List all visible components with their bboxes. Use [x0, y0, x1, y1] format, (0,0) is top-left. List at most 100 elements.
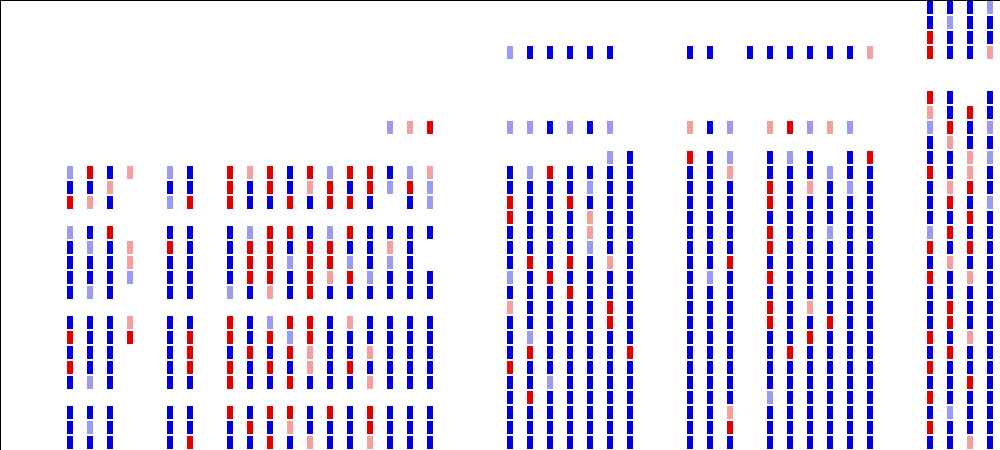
heatmap-cell [7, 121, 13, 134]
heatmap-cell [267, 256, 273, 269]
heatmap-cell [147, 316, 153, 329]
heatmap-cell [587, 436, 593, 449]
heatmap-cell [327, 181, 333, 194]
heatmap-cell [727, 316, 733, 329]
heatmap-cell [727, 196, 733, 209]
heatmap-cell [707, 106, 713, 119]
heatmap-cell [507, 196, 513, 209]
heatmap-cell [567, 331, 573, 344]
heatmap-cell [467, 121, 473, 134]
heatmap-cell [867, 211, 873, 224]
heatmap-cell [227, 106, 233, 119]
heatmap-cell [267, 61, 273, 74]
heatmap-cell [887, 316, 893, 329]
heatmap-cell [887, 91, 893, 104]
heatmap-cell [227, 196, 233, 209]
heatmap-cell [887, 241, 893, 254]
heatmap-cell [327, 301, 333, 314]
heatmap-cell [947, 241, 953, 254]
heatmap-cell [327, 406, 333, 419]
heatmap-cell [707, 256, 713, 269]
heatmap-cell [7, 106, 13, 119]
heatmap-cell [527, 421, 533, 434]
heatmap-cell [727, 301, 733, 314]
heatmap-cell [927, 166, 933, 179]
heatmap-cell [547, 301, 553, 314]
heatmap-cell [47, 166, 53, 179]
heatmap-cell [27, 406, 33, 419]
heatmap-cell [707, 16, 713, 29]
heatmap-cell [367, 136, 373, 149]
heatmap-cell [667, 391, 673, 404]
heatmap-cell [747, 91, 753, 104]
heatmap-cell [387, 241, 393, 254]
heatmap-cell [587, 286, 593, 299]
heatmap-cell [347, 211, 353, 224]
heatmap-cell [207, 181, 213, 194]
heatmap-cell [867, 16, 873, 29]
heatmap-cell [227, 91, 233, 104]
heatmap-cell [867, 361, 873, 374]
heatmap-cell [187, 181, 193, 194]
heatmap-cell [207, 391, 213, 404]
heatmap-cell [467, 301, 473, 314]
heatmap-cell [147, 196, 153, 209]
heatmap-cell [7, 271, 13, 284]
heatmap-cell [947, 226, 953, 239]
heatmap-cell [87, 271, 93, 284]
heatmap-cell [87, 241, 93, 254]
heatmap-cell [887, 76, 893, 89]
heatmap-cell [47, 376, 53, 389]
heatmap-cell [847, 406, 853, 419]
heatmap-cell [327, 106, 333, 119]
heatmap-cell [307, 331, 313, 344]
heatmap-cell [967, 196, 973, 209]
heatmap-cell [747, 316, 753, 329]
heatmap-cell [387, 301, 393, 314]
heatmap-cell [287, 106, 293, 119]
heatmap-cell [607, 406, 613, 419]
heatmap-cell [487, 1, 493, 14]
heatmap-cell [387, 406, 393, 419]
heatmap-cell [7, 136, 13, 149]
heatmap-cell [867, 316, 873, 329]
heatmap-cell [487, 316, 493, 329]
heatmap-cell [447, 76, 453, 89]
heatmap-cell [947, 121, 953, 134]
heatmap-cell [267, 421, 273, 434]
heatmap-cell [947, 1, 953, 14]
heatmap-cell [807, 181, 813, 194]
heatmap-cell [687, 406, 693, 419]
heatmap-cell [407, 376, 413, 389]
heatmap-cell [747, 271, 753, 284]
heatmap-cell [807, 151, 813, 164]
heatmap-cell [967, 121, 973, 134]
heatmap-cell [667, 121, 673, 134]
heatmap-cell [307, 241, 313, 254]
heatmap-cell [747, 106, 753, 119]
heatmap-cell [147, 121, 153, 134]
heatmap-cell [127, 76, 133, 89]
heatmap-cell [247, 136, 253, 149]
heatmap-cell [867, 76, 873, 89]
heatmap-cell [247, 301, 253, 314]
heatmap-cell [207, 271, 213, 284]
heatmap-cell [887, 166, 893, 179]
heatmap-cell [767, 211, 773, 224]
heatmap-cell [567, 46, 573, 59]
heatmap-cell [7, 241, 13, 254]
heatmap-cell [227, 211, 233, 224]
heatmap-cell [667, 376, 673, 389]
heatmap-cell [867, 106, 873, 119]
heatmap-cell [947, 76, 953, 89]
heatmap-cell [427, 331, 433, 344]
heatmap-cell [627, 106, 633, 119]
heatmap-cell [307, 436, 313, 449]
heatmap-cell [927, 46, 933, 59]
heatmap-cell [947, 361, 953, 374]
heatmap-cell [887, 376, 893, 389]
heatmap-cell [527, 121, 533, 134]
heatmap-cell [727, 346, 733, 359]
heatmap-cell [927, 31, 933, 44]
heatmap-cell [847, 31, 853, 44]
